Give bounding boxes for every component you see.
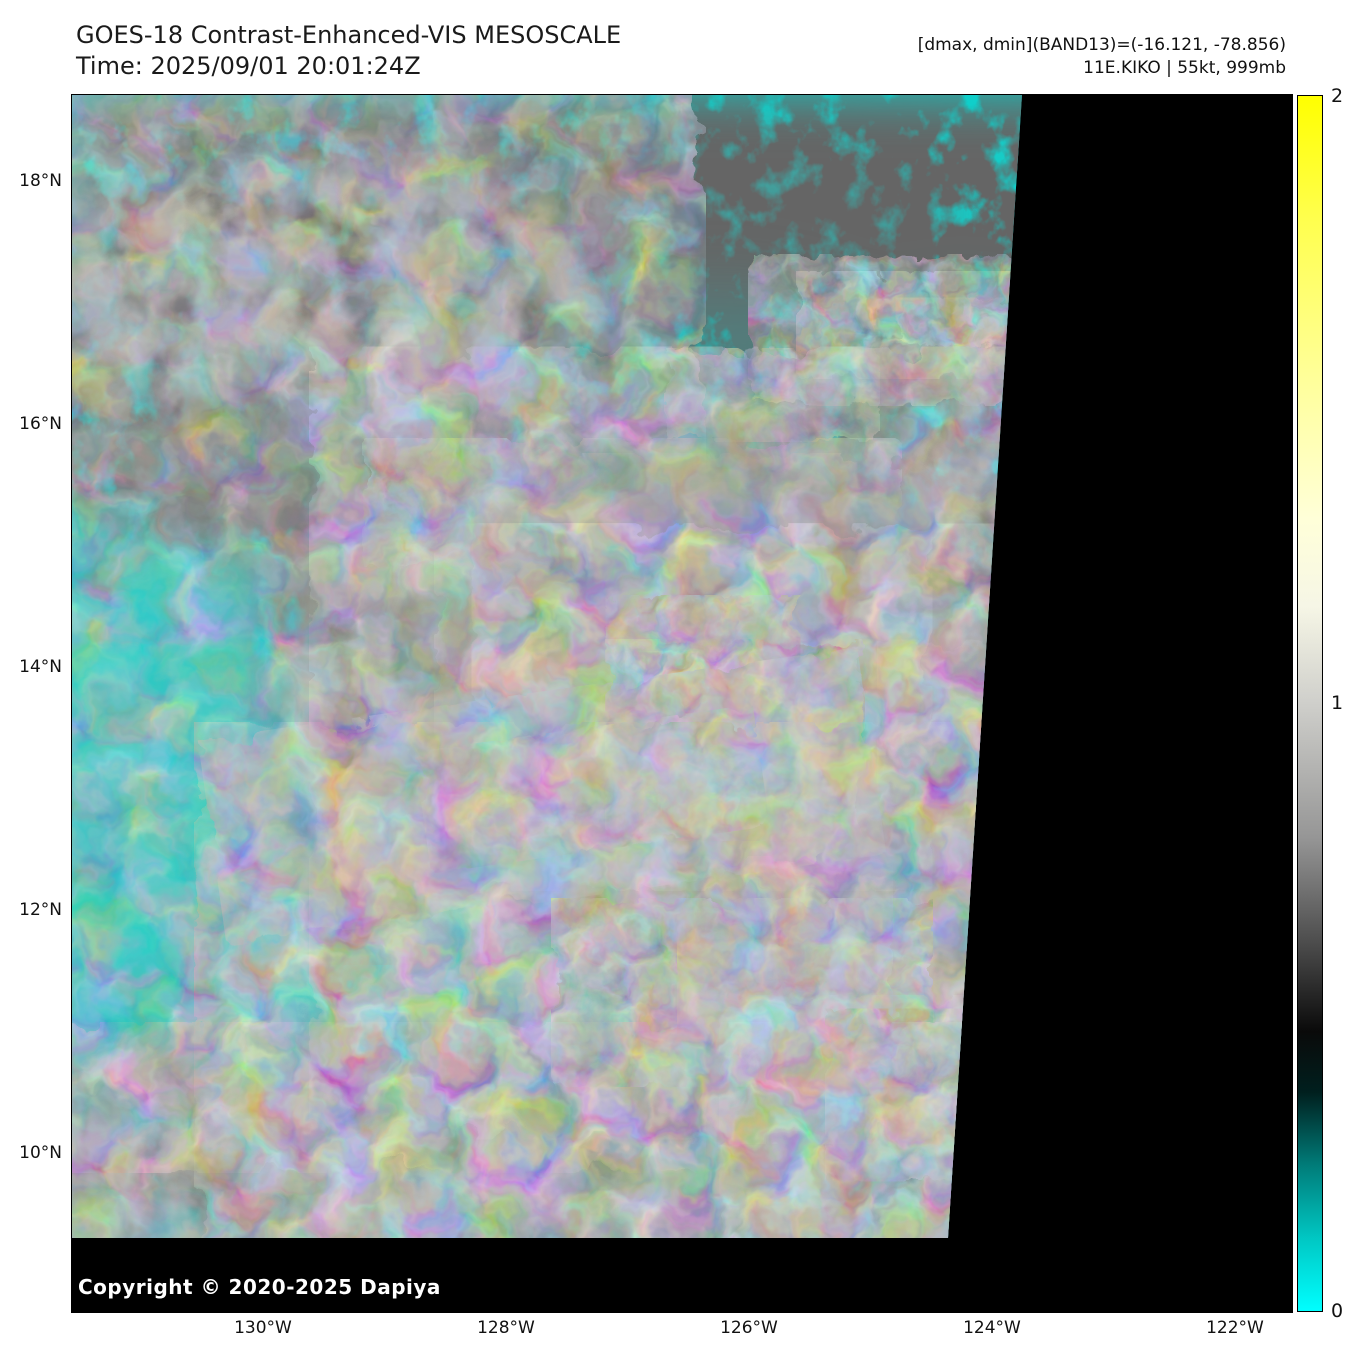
header-title-block: GOES-18 Contrast-Enhanced-VIS MESOSCALE … [76,20,621,82]
colorbar-tick-0: 0 [1331,1300,1344,1322]
satellite-image [72,95,1292,1312]
lon-tick-124w: 124°W [963,1318,1021,1338]
lon-tick-126w: 126°W [720,1318,778,1338]
lat-tick-14n: 14°N [19,657,62,677]
band-info: [dmax, dmin](BAND13)=(-16.121, -78.856) [917,35,1286,55]
header-info-block: [dmax, dmin](BAND13)=(-16.121, -78.856) … [918,34,1286,80]
timestamp: Time: 2025/09/01 20:01:24Z [76,52,421,80]
lat-tick-16n: 16°N [19,414,62,434]
copyright-text: Copyright © 2020-2025 Dapiya [78,1275,441,1299]
lat-tick-12n: 12°N [19,900,62,920]
storm-info: 11E.KIKO | 55kt, 999mb [1083,58,1286,78]
lon-tick-128w: 128°W [477,1318,535,1338]
colorbar-tick-2: 2 [1331,85,1344,107]
lat-tick-10n: 10°N [19,1143,62,1163]
colorbar [1297,95,1323,1312]
lat-tick-18n: 18°N [19,171,62,191]
page-title: GOES-18 Contrast-Enhanced-VIS MESOSCALE [76,21,622,49]
satellite-map-panel: Copyright © 2020-2025 Dapiya [71,94,1293,1313]
lon-tick-122w: 122°W [1206,1318,1264,1338]
lon-tick-130w: 130°W [234,1318,292,1338]
colorbar-tick-1: 1 [1331,692,1344,714]
